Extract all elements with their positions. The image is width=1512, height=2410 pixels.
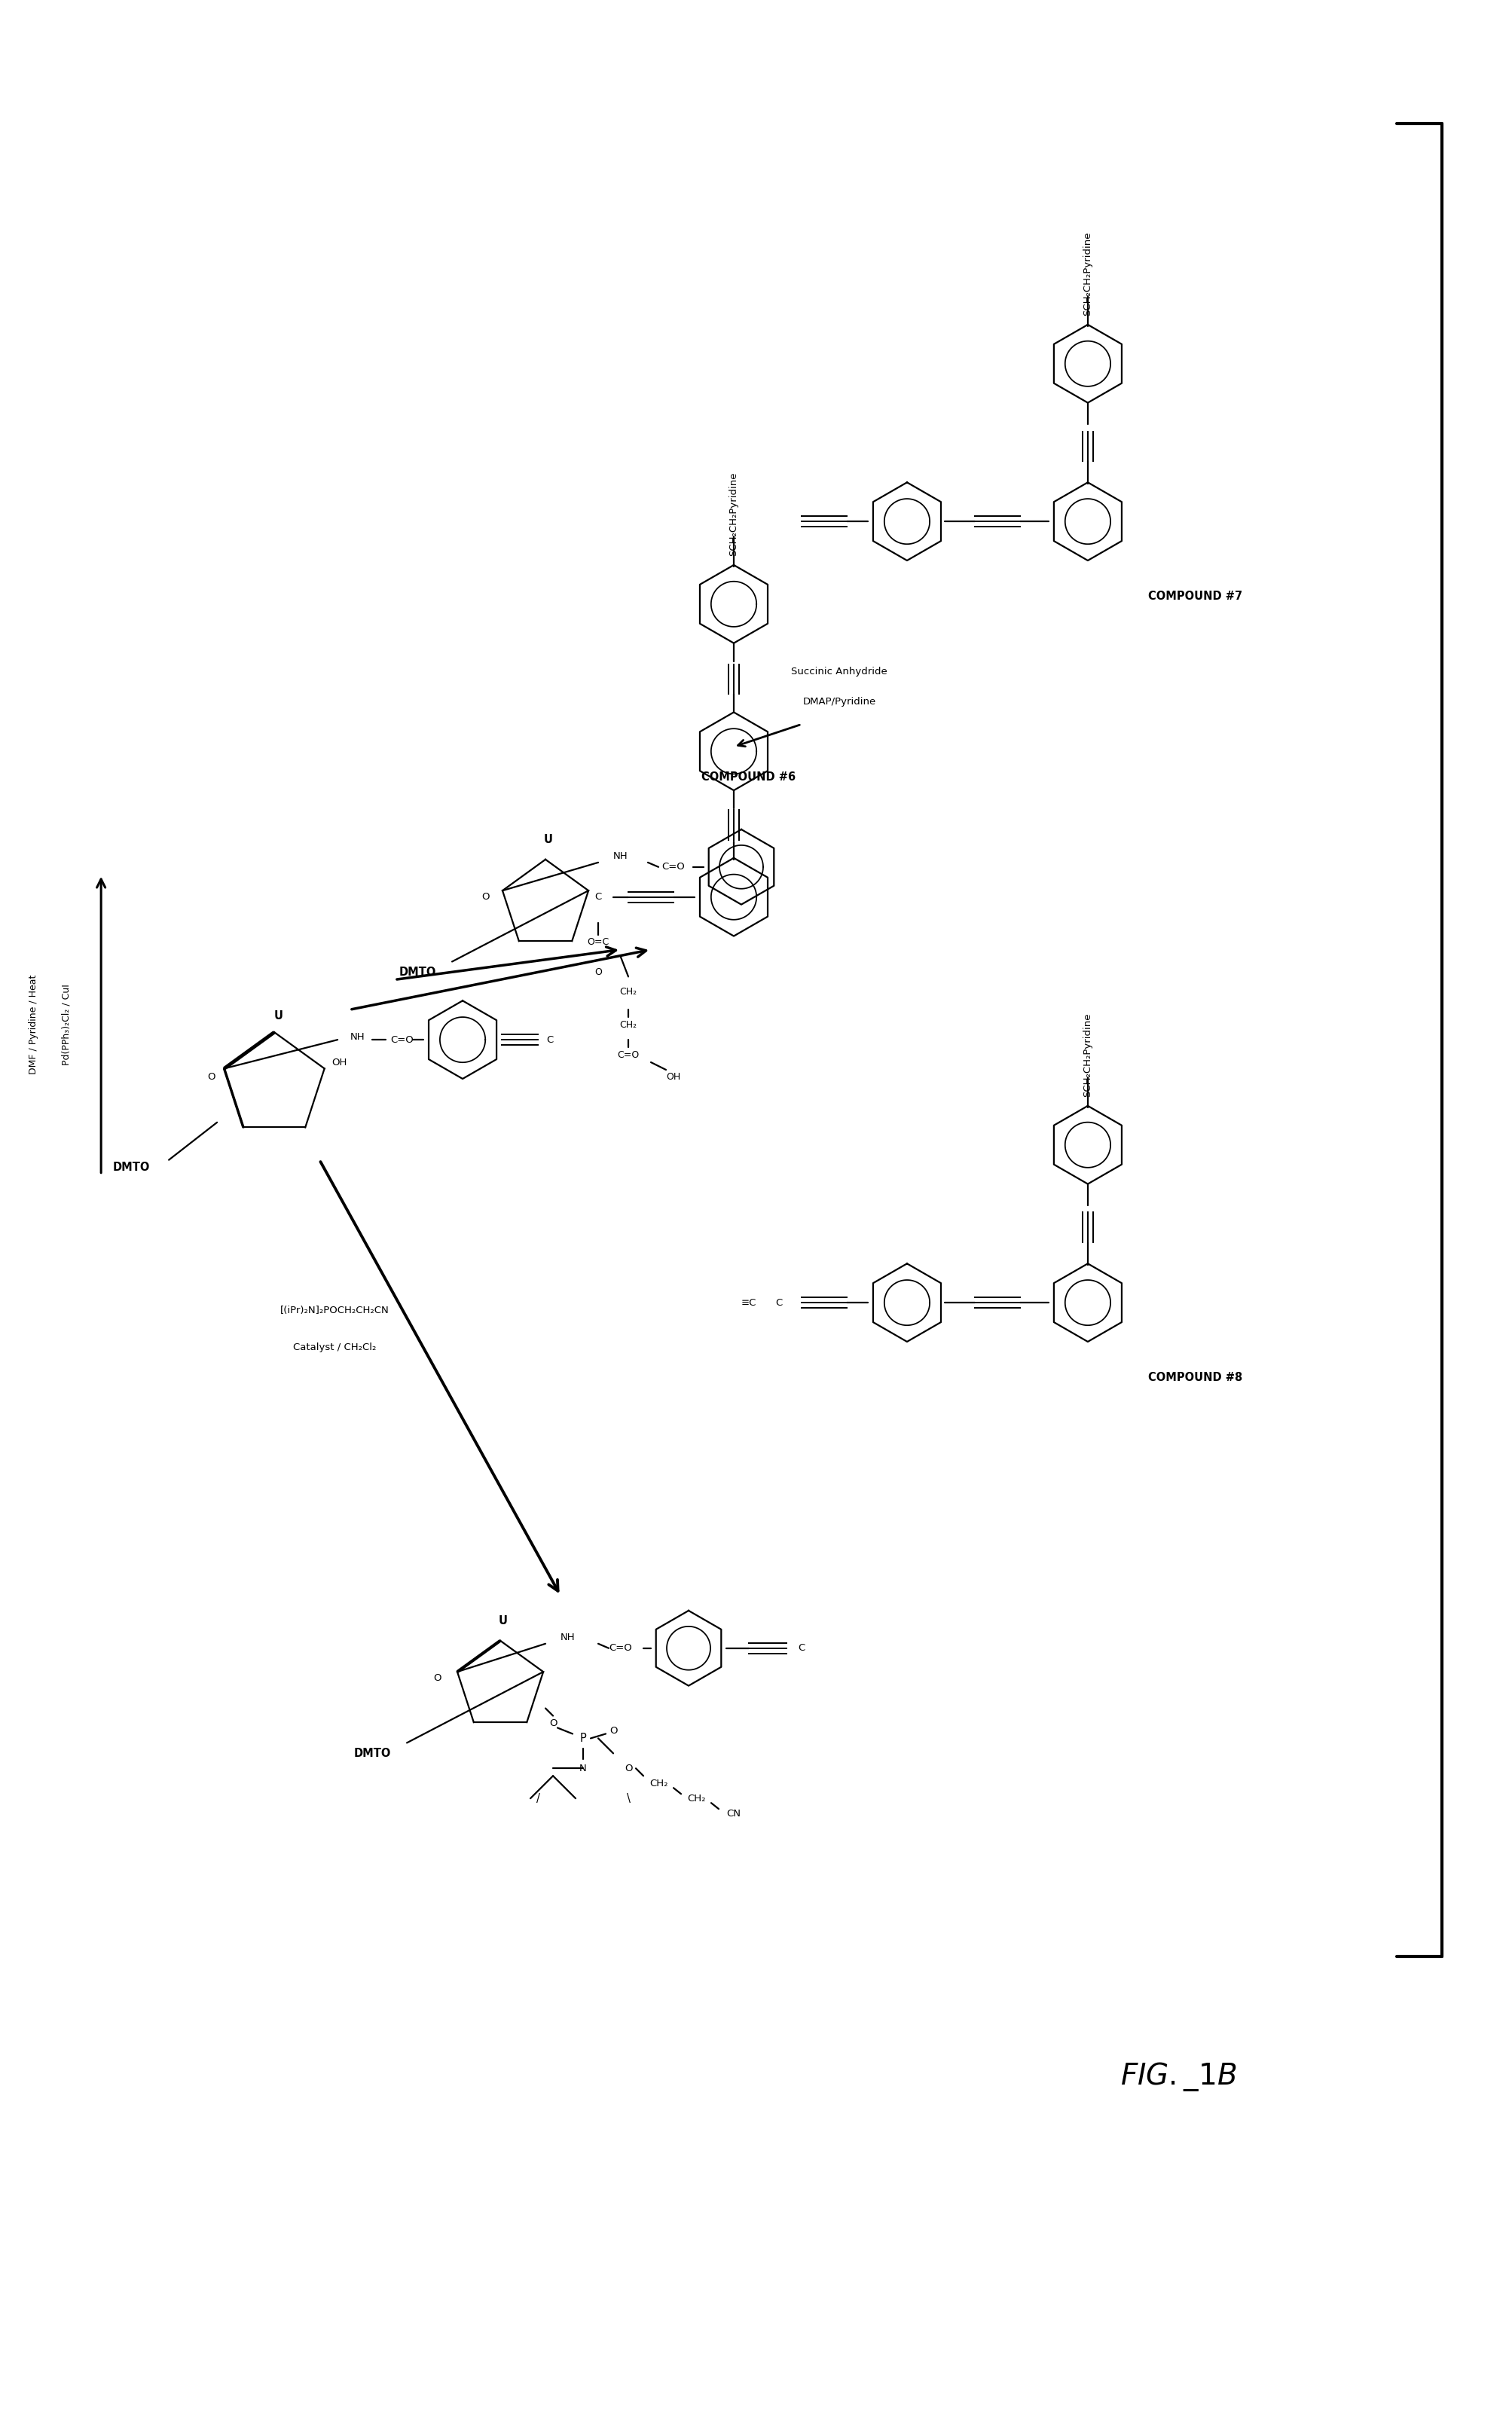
Text: DMTO: DMTO xyxy=(354,1747,390,1759)
Text: CH₂: CH₂ xyxy=(649,1779,667,1788)
Text: ≡C: ≡C xyxy=(741,1297,756,1309)
Text: CH₂: CH₂ xyxy=(620,986,637,998)
Text: SCH₂CH₂Pyridine: SCH₂CH₂Pyridine xyxy=(1083,231,1092,316)
Text: C: C xyxy=(798,1644,804,1653)
Text: /: / xyxy=(535,1793,540,1805)
Text: C=O: C=O xyxy=(609,1644,632,1653)
Text: O: O xyxy=(624,1764,632,1774)
Text: Catalyst / CH₂Cl₂: Catalyst / CH₂Cl₂ xyxy=(293,1342,376,1352)
Text: U: U xyxy=(544,834,553,846)
Text: O: O xyxy=(549,1718,556,1728)
Text: [(iPr)₂N]₂POCH₂CH₂CN: [(iPr)₂N]₂POCH₂CH₂CN xyxy=(280,1306,389,1316)
Text: CH₂: CH₂ xyxy=(620,1019,637,1029)
Text: U: U xyxy=(499,1615,508,1627)
Text: Pd(PPh₃)₂Cl₂ / CuI: Pd(PPh₃)₂Cl₂ / CuI xyxy=(62,983,71,1065)
Text: DMF / Pyridine / Heat: DMF / Pyridine / Heat xyxy=(29,976,38,1075)
Text: OH: OH xyxy=(665,1072,680,1082)
Text: O: O xyxy=(432,1673,440,1682)
Text: U: U xyxy=(274,1010,283,1022)
Text: SCH₂CH₂Pyridine: SCH₂CH₂Pyridine xyxy=(1083,1012,1092,1097)
Text: COMPOUND #7: COMPOUND #7 xyxy=(1148,590,1241,602)
Text: DMTO: DMTO xyxy=(112,1162,150,1174)
Text: COMPOUND #8: COMPOUND #8 xyxy=(1148,1371,1241,1383)
Text: O: O xyxy=(481,892,488,901)
Text: NH: NH xyxy=(561,1632,575,1644)
Text: $\it{FIG.\_1B}$: $\it{FIG.\_1B}$ xyxy=(1119,2061,1235,2092)
Text: CN: CN xyxy=(726,1808,741,1817)
Text: SCH₂CH₂Pyridine: SCH₂CH₂Pyridine xyxy=(729,472,738,557)
Text: NH: NH xyxy=(349,1031,364,1041)
Text: \: \ xyxy=(626,1793,631,1805)
Text: O=C: O=C xyxy=(587,937,609,947)
Text: O: O xyxy=(207,1072,215,1082)
Text: C: C xyxy=(594,892,602,901)
Text: C=O: C=O xyxy=(617,1051,640,1060)
Text: DMTO: DMTO xyxy=(399,966,435,978)
Text: C: C xyxy=(546,1034,553,1044)
Text: Succinic Anhydride: Succinic Anhydride xyxy=(791,668,888,677)
Text: O: O xyxy=(594,966,602,976)
Text: P: P xyxy=(579,1733,587,1745)
Text: O: O xyxy=(609,1726,617,1735)
Text: NH: NH xyxy=(612,851,627,860)
Text: C: C xyxy=(776,1297,782,1309)
Text: C=O: C=O xyxy=(662,863,685,872)
Text: C=O: C=O xyxy=(390,1034,414,1044)
Text: DMAP/Pyridine: DMAP/Pyridine xyxy=(803,696,875,706)
Text: COMPOUND #6: COMPOUND #6 xyxy=(702,771,795,783)
Text: OH: OH xyxy=(331,1058,346,1068)
Text: CH₂: CH₂ xyxy=(686,1793,705,1803)
Text: N: N xyxy=(579,1764,587,1774)
